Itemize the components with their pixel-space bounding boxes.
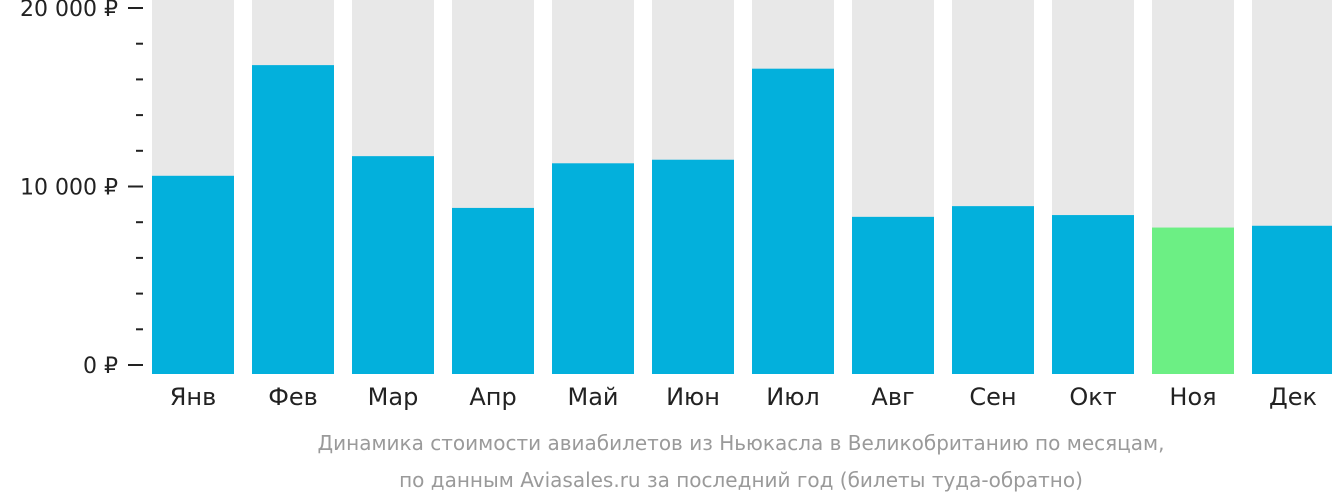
- x-tick-label: Янв: [170, 383, 217, 411]
- bar-2[interactable]: [252, 65, 334, 375]
- x-tick-label: Мар: [368, 383, 419, 411]
- x-tick-label: Ноя: [1169, 383, 1216, 411]
- x-tick-label: Дек: [1269, 383, 1317, 411]
- bar-4[interactable]: [452, 207, 534, 374]
- chart-caption-line-2: по данным Aviasales.ru за последний год …: [399, 468, 1083, 492]
- y-tick-label: 0 ₽: [83, 354, 118, 379]
- y-tick-label: 10 000 ₽: [20, 176, 118, 201]
- bars: [152, 65, 1332, 375]
- x-tick-label: Июн: [666, 383, 720, 411]
- bar-1[interactable]: [152, 175, 234, 374]
- bar-5[interactable]: [552, 163, 634, 374]
- bar-11[interactable]: [1152, 227, 1234, 374]
- price-bar-chart: 0 ₽ 10 000 ₽ 20 000 ₽ Янв Фев Мар Апр Май Июн Ию…: [20, 0, 1332, 411]
- bar-6[interactable]: [652, 159, 734, 374]
- y-tick-label: 20 000 ₽: [20, 0, 118, 22]
- x-tick-label: Апр: [469, 383, 516, 411]
- x-tick-label: Сен: [969, 383, 1016, 411]
- x-tick-label: Май: [567, 383, 618, 411]
- x-tick-label: Июл: [766, 383, 820, 411]
- bar-7[interactable]: [752, 68, 834, 374]
- bar-10[interactable]: [1052, 215, 1134, 374]
- x-tick-label: Авг: [871, 383, 914, 411]
- bar-8[interactable]: [852, 216, 934, 374]
- bar-12[interactable]: [1252, 225, 1332, 374]
- x-tick-label: Окт: [1069, 383, 1116, 411]
- bar-3[interactable]: [352, 156, 434, 374]
- x-tick-label: Фев: [268, 383, 318, 411]
- x-axis: Янв Фев Мар Апр Май Июн Июл Авг Сен Окт Ноя Дек: [170, 383, 1317, 411]
- y-axis: 0 ₽ 10 000 ₽ 20 000 ₽: [20, 0, 143, 379]
- chart-caption-line-1: Динамика стоимости авиабилетов из Ньюкас…: [317, 431, 1165, 455]
- bar-9[interactable]: [952, 206, 1034, 374]
